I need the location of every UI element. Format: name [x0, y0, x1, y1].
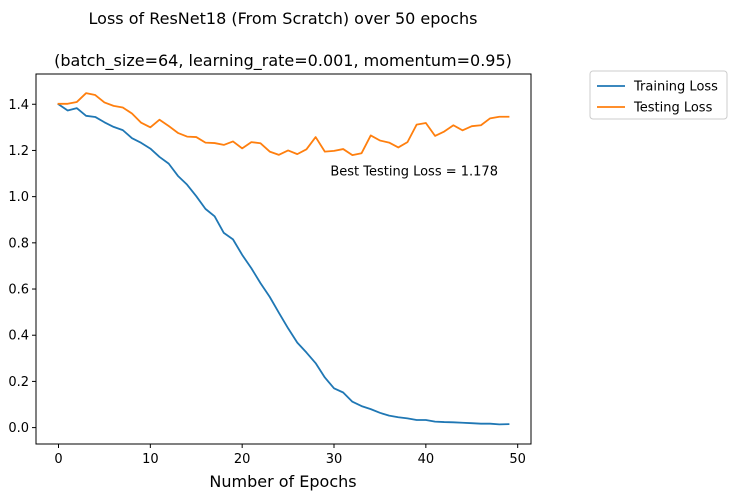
legend-label: Training Loss — [633, 80, 718, 95]
y-tick-label: 0.0 — [8, 421, 29, 436]
legend-label: Testing Loss — [633, 101, 713, 116]
series-line-testing-loss — [57, 92, 510, 156]
y-tick-label: 1.4 — [8, 98, 29, 113]
chart-subtitle: (batch_size=64, learning_rate=0.001, mom… — [54, 51, 512, 71]
y-tick-label: 0.4 — [8, 329, 29, 344]
x-tick-label: 30 — [326, 452, 343, 467]
y-tick-label: 0.8 — [8, 236, 29, 251]
x-axis-ticks: 0 10 20 30 40 50 — [54, 444, 526, 467]
x-tick-label: 50 — [509, 452, 526, 467]
x-tick-label: 40 — [418, 452, 435, 467]
annotations: Best Testing Loss = 1.178 — [330, 164, 498, 179]
axes-frame — [35, 73, 532, 445]
y-axis-ticks: 0.0 0.2 0.4 0.6 0.8 1.0 1.2 1.4 — [8, 98, 36, 436]
x-tick-label: 0 — [54, 452, 62, 467]
legend: Training Loss Testing Loss — [589, 70, 728, 120]
y-tick-label: 1.2 — [8, 144, 29, 159]
x-tick-label: 10 — [142, 452, 159, 467]
x-tick-label: 20 — [234, 452, 251, 467]
y-tick-label: 1.0 — [8, 190, 29, 205]
chart-title: Loss of ResNet18 (From Scratch) over 50 … — [89, 9, 478, 28]
best-testing-loss-annotation: Best Testing Loss = 1.178 — [330, 164, 498, 179]
x-axis-label: Number of Epochs — [209, 472, 356, 491]
y-tick-label: 0.2 — [8, 375, 29, 390]
series-line-training-loss — [57, 103, 510, 426]
plot-area — [57, 92, 510, 426]
y-tick-label: 0.6 — [8, 283, 29, 298]
